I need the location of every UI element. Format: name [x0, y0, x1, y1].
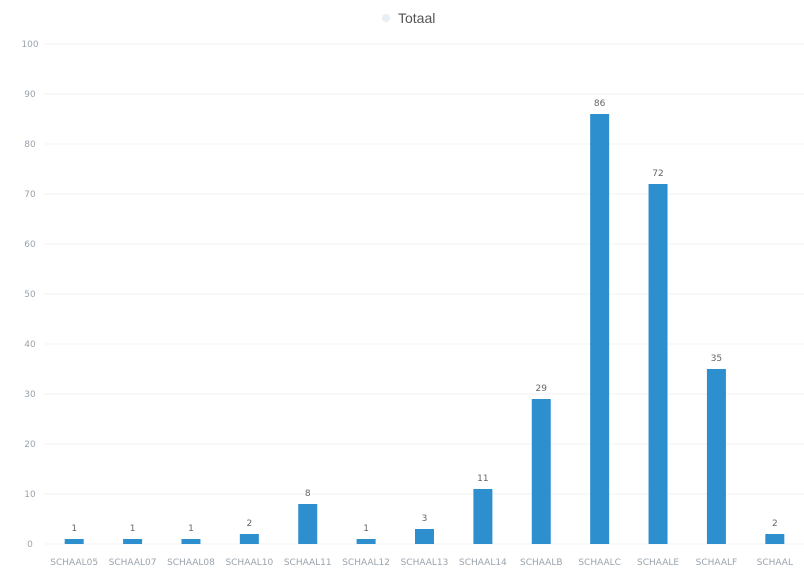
y-tick-label: 80: [24, 140, 36, 150]
bar: [298, 504, 318, 544]
bar: [531, 399, 551, 544]
data-label: 11: [477, 474, 488, 484]
y-tick-label: 60: [24, 240, 36, 250]
bar: [706, 369, 726, 544]
y-tick-label: 50: [24, 290, 36, 300]
bar: [590, 114, 610, 544]
data-label: 1: [363, 524, 369, 534]
bars: [64, 114, 785, 544]
x-tick-label: SCHAALC: [578, 558, 621, 568]
y-tick-label: 90: [24, 90, 36, 100]
data-label: 2: [772, 519, 778, 529]
legend: Totaal: [382, 8, 435, 28]
legend-swatch: [382, 14, 390, 22]
data-label: 72: [652, 169, 663, 179]
y-tick-label: 100: [21, 40, 38, 50]
data-label: 2: [246, 519, 252, 529]
x-tick-label: SCHAAL12: [342, 558, 390, 568]
y-tick-label: 30: [24, 390, 36, 400]
bar: [181, 539, 201, 544]
y-tick-label: 0: [27, 540, 33, 550]
bar: [64, 539, 84, 544]
bar: [473, 489, 493, 544]
data-label: 3: [422, 514, 428, 524]
bar: [239, 534, 259, 544]
data-label: 1: [130, 524, 136, 534]
y-tick-label: 20: [24, 440, 36, 450]
x-tick-label: SCHAAL14: [459, 558, 507, 568]
data-label: 29: [536, 384, 548, 394]
data-label: 1: [188, 524, 194, 534]
bar: [415, 529, 434, 544]
data-label: 35: [711, 354, 722, 364]
y-axis: 0 10 20 30 40 50 60 70 80 90 100: [21, 40, 804, 550]
x-tick-label: SCHAAL08: [167, 558, 215, 568]
bar: [123, 539, 143, 544]
data-label: 8: [305, 489, 311, 499]
bar: [356, 539, 376, 544]
x-tick-label: SCHAALF: [696, 558, 738, 568]
x-tick-label: SCHAAL05: [50, 558, 98, 568]
x-tick-label: SCHAAL11: [284, 558, 332, 568]
y-tick-label: 70: [24, 190, 36, 200]
x-tick-label: SCHAAL07: [109, 558, 157, 568]
bar: [765, 534, 785, 544]
x-tick-label: SCHAAL10: [225, 558, 273, 568]
x-tick-label: SCHAALB: [520, 558, 563, 568]
y-tick-label: 40: [24, 340, 36, 350]
bar: [648, 184, 668, 544]
x-axis: SCHAAL05 SCHAAL07 SCHAAL08 SCHAAL10 SCHAAL11…: [50, 558, 793, 568]
data-label: 1: [71, 524, 77, 534]
data-label: 86: [594, 99, 606, 109]
x-tick-label: SCHAAL: [757, 558, 793, 568]
x-tick-label: SCHAALE: [637, 558, 679, 568]
y-tick-label: 10: [24, 490, 36, 500]
x-tick-label: SCHAAL13: [401, 558, 449, 568]
legend-label-totaal: Totaal: [398, 10, 436, 26]
